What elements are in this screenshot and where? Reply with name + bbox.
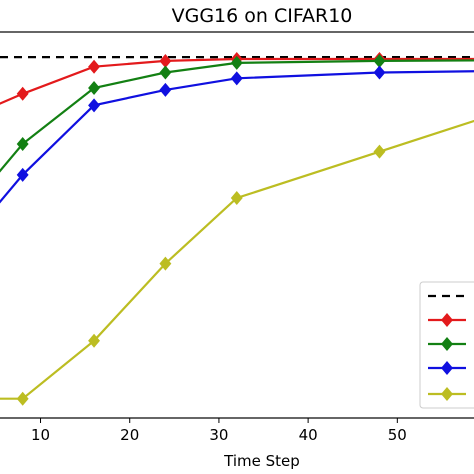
series-1-point [159, 53, 172, 68]
series-4-line [0, 119, 474, 400]
series-2-point [159, 65, 172, 80]
x-tick-label: 40 [299, 426, 318, 444]
series-1-point [16, 86, 29, 101]
series-2-point [88, 80, 100, 95]
legend-marker-series-2 [441, 337, 453, 351]
x-axis-label: Time Step [223, 452, 300, 470]
series-2-point [373, 53, 386, 68]
legend [419, 281, 474, 409]
x-tick-label: 20 [120, 426, 139, 444]
chart-title: VGG16 on CIFAR10 [172, 5, 353, 27]
series-4-point [230, 190, 243, 205]
plot-area-frame [0, 31, 474, 419]
legend-marker-series-4 [441, 387, 453, 401]
series-1-point [88, 59, 100, 74]
series-2-point [16, 136, 29, 151]
series-4-point [16, 391, 29, 406]
series-3-point [88, 98, 100, 113]
series-2-point [230, 55, 243, 70]
series-4-point [373, 144, 386, 159]
series-3-point [373, 65, 386, 80]
series-4-point [159, 256, 172, 271]
x-tick-label: 50 [388, 426, 407, 444]
series-4-point [88, 333, 100, 348]
series-3-point [159, 82, 172, 97]
x-tick-label: 30 [209, 426, 228, 444]
series-3-point [16, 167, 29, 182]
legend-marker-series-3 [441, 361, 453, 375]
series-3-point [230, 71, 243, 86]
legend-marker-series-1 [441, 313, 453, 327]
x-tick-label: 10 [31, 426, 50, 444]
